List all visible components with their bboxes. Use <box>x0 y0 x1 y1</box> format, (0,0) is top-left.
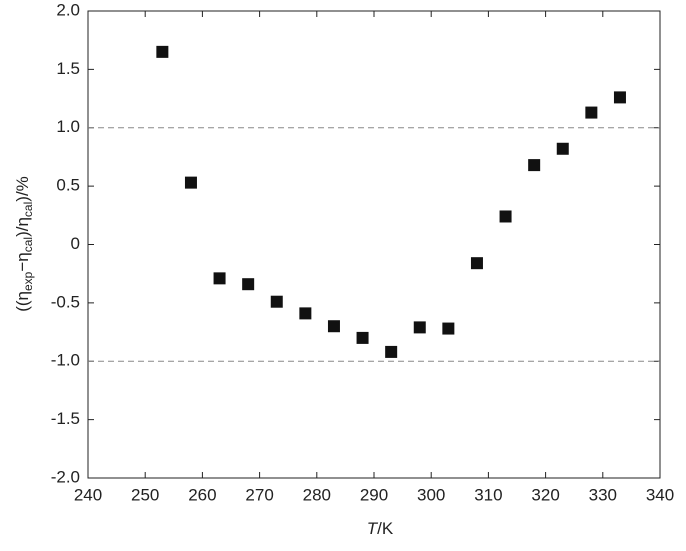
point <box>413 321 426 334</box>
point <box>327 320 340 333</box>
y-tick-label: 0.5 <box>56 176 80 195</box>
x-tick-label: 310 <box>474 485 502 504</box>
x-tick-label: 250 <box>131 485 159 504</box>
y-tick-label: -1.0 <box>51 351 80 370</box>
x-tick-label: 290 <box>360 485 388 504</box>
y-label-part: ((η <box>13 291 32 312</box>
point <box>442 322 455 335</box>
point <box>299 307 312 320</box>
x-tick-label: 300 <box>417 485 445 504</box>
point <box>385 345 398 358</box>
point <box>270 295 283 308</box>
point <box>213 272 226 285</box>
y-axis-label: ((ηexp−ηcal)/ηcal)/% <box>13 176 35 312</box>
y-tick-label: -0.5 <box>51 292 80 311</box>
point <box>242 278 255 291</box>
x-tick-label: 330 <box>589 485 617 504</box>
x-tick-label: 340 <box>646 485 674 504</box>
y-tick-label: -1.5 <box>51 409 80 428</box>
y-tick-label: 2.0 <box>56 0 80 19</box>
x-tick-label: 280 <box>303 485 331 504</box>
point <box>184 176 197 189</box>
y-tick-label: 1.0 <box>56 117 80 136</box>
y-label-part: cal <box>21 237 35 252</box>
point <box>156 45 169 58</box>
x-tick-label: 240 <box>74 485 102 504</box>
y-label-part: )/η <box>13 217 32 237</box>
point <box>470 257 483 270</box>
point <box>499 210 512 223</box>
x-tick-label: 320 <box>531 485 559 504</box>
y-label-part: exp <box>21 271 35 291</box>
x-tick-label: 260 <box>188 485 216 504</box>
plot-frame <box>87 10 661 479</box>
x-label-part: T <box>367 519 379 538</box>
y-tick-label: 1.5 <box>56 59 80 78</box>
y-tick-label: -2.0 <box>51 467 80 486</box>
point <box>528 159 541 172</box>
y-label-part: cal <box>21 202 35 217</box>
y-label-part: −η <box>13 252 32 271</box>
point <box>556 142 569 155</box>
point <box>356 331 369 344</box>
point <box>613 91 626 104</box>
y-label-part: )/% <box>13 176 32 202</box>
x-axis-label: T/K <box>367 519 394 538</box>
point <box>585 106 598 119</box>
y-tick-label: 0 <box>71 234 80 253</box>
x-tick-label: 270 <box>245 485 273 504</box>
x-label-part: /K <box>377 519 394 538</box>
